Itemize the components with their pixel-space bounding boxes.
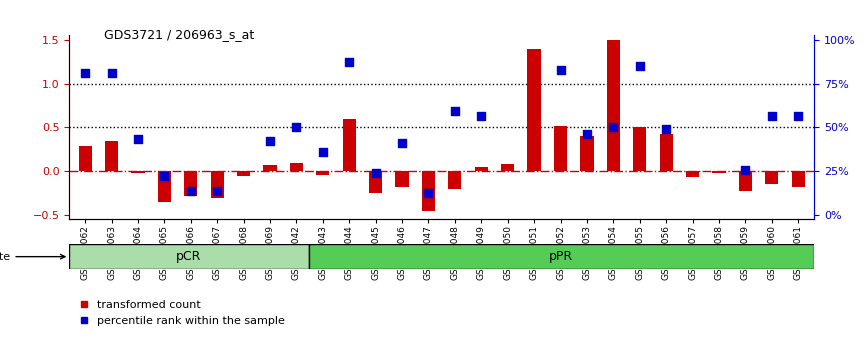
Text: pCR: pCR — [177, 250, 202, 263]
Bar — [660, 133, 673, 171]
Point — [606, 125, 620, 130]
Bar — [633, 127, 646, 171]
Point — [448, 108, 462, 114]
Bar — [210, 171, 223, 198]
Point — [369, 170, 383, 176]
Bar — [449, 171, 462, 189]
Bar — [766, 171, 779, 184]
Point — [78, 70, 92, 76]
Point — [263, 138, 277, 143]
Bar — [607, 40, 620, 171]
Point — [105, 70, 119, 76]
Point — [475, 113, 488, 119]
Point — [659, 126, 673, 132]
Bar — [158, 171, 171, 202]
Point — [739, 167, 753, 172]
Bar — [343, 119, 356, 171]
Bar — [686, 171, 699, 177]
Point — [553, 68, 567, 73]
Bar — [263, 165, 276, 171]
Bar — [580, 136, 593, 171]
Bar — [105, 141, 118, 171]
Point — [184, 188, 197, 193]
Point — [765, 113, 779, 119]
Bar — [237, 171, 250, 176]
Text: disease state: disease state — [0, 252, 65, 262]
Bar — [422, 171, 435, 211]
Bar — [792, 171, 805, 187]
Point — [210, 188, 224, 193]
Bar — [527, 48, 540, 171]
Bar — [290, 162, 303, 171]
Point — [580, 132, 594, 137]
Legend: transformed count, percentile rank within the sample: transformed count, percentile rank withi… — [74, 296, 289, 331]
Point — [158, 173, 171, 178]
Point — [316, 149, 330, 155]
Bar — [316, 171, 329, 175]
FancyBboxPatch shape — [69, 244, 308, 269]
Point — [395, 141, 409, 146]
Bar — [132, 171, 145, 173]
Bar — [739, 171, 752, 190]
Point — [131, 136, 145, 142]
Bar — [501, 164, 514, 171]
Text: GDS3721 / 206963_s_at: GDS3721 / 206963_s_at — [104, 28, 254, 41]
Point — [289, 125, 303, 130]
Point — [422, 190, 436, 196]
FancyBboxPatch shape — [308, 244, 814, 269]
Bar — [79, 146, 92, 171]
Text: pPR: pPR — [549, 250, 573, 263]
Bar — [369, 171, 382, 193]
Bar — [475, 167, 488, 171]
Point — [342, 59, 356, 64]
Point — [792, 113, 805, 119]
Bar — [396, 171, 409, 187]
Bar — [184, 171, 197, 196]
Bar — [713, 171, 726, 173]
Point — [633, 63, 647, 69]
Bar — [554, 126, 567, 171]
